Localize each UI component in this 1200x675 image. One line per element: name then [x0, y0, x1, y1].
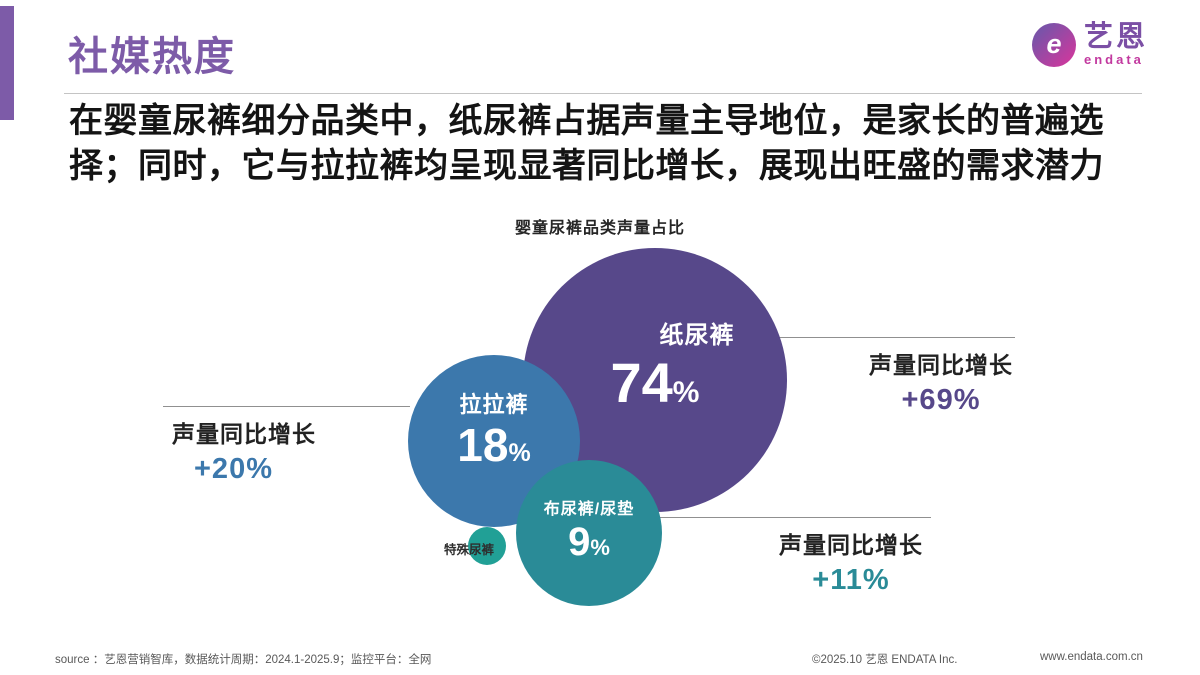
callout-pull-up-pants-value: +20% — [194, 453, 273, 485]
callout-cloth-diaper: 声量同比增长 +11% — [776, 526, 926, 597]
bubble-cloth-diaper: 布尿裤/尿垫 9% — [516, 460, 662, 606]
bubble-pull-up-pants-label: 拉拉裤 — [459, 391, 529, 417]
summary-text: 在婴童尿裤细分品类中，纸尿裤占据声量主导地位，是家长的普遍选 择；同时，它与拉拉… — [69, 99, 1104, 189]
callout-paper-diaper-value: +69% — [901, 384, 981, 416]
bubble-pull-up-pants-value: 18% — [457, 421, 530, 469]
endata-logo-icon: e — [1031, 22, 1076, 67]
callout-cloth-diaper-label: 声量同比增长 — [779, 532, 923, 558]
logo-text: 艺恩 endata — [1083, 21, 1148, 68]
chart-title: 婴童尿裤品类声量占比 — [514, 220, 685, 237]
summary-line-2: 择；同时，它与拉拉裤均呈现显著同比增长，展现出旺盛的需求潜力 — [69, 147, 1104, 185]
bubble-paper-diaper: 纸尿裤 74% — [523, 248, 787, 512]
bubble-paper-diaper-unit: % — [672, 376, 700, 410]
callout-line-paper-diaper — [775, 337, 1015, 338]
logo-name: 艺恩 — [1083, 21, 1148, 53]
bubble-special-diaper-label: 特殊尿裤 — [444, 543, 495, 557]
endata-logo: e 艺恩 endata — [1031, 21, 1148, 68]
callout-cloth-diaper-value: +11% — [812, 564, 890, 596]
callout-paper-diaper: 声量同比增长 +69% — [866, 346, 1016, 417]
footer-copyright: ©2025.10 艺恩 ENDATA Inc. — [812, 654, 958, 666]
bubble-pull-up-pants-unit: % — [508, 438, 531, 467]
bubble-cloth-diaper-number: 9 — [568, 520, 591, 564]
bubble-cloth-diaper-unit: % — [590, 535, 610, 560]
callout-line-pull-up — [163, 406, 410, 407]
bubble-cloth-diaper-label: 布尿裤/尿垫 — [543, 501, 635, 518]
footer-website: www.endata.com.cn — [1040, 651, 1143, 663]
bubble-paper-diaper-number: 74 — [610, 351, 673, 415]
accent-bar — [0, 6, 14, 120]
callout-pull-up-pants-label: 声量同比增长 — [172, 421, 316, 447]
bubble-pull-up-pants-number: 18 — [457, 418, 509, 471]
bubble-special-diaper — [468, 527, 506, 565]
bubble-cloth-diaper-value: 9% — [568, 521, 610, 563]
page-title: 社媒热度 — [68, 35, 236, 79]
bubble-paper-diaper-label: 纸尿裤 — [659, 322, 735, 350]
summary-line-1: 在婴童尿裤细分品类中，纸尿裤占据声量主导地位，是家长的普遍选 — [69, 102, 1104, 140]
logo-subtitle: endata — [1083, 52, 1144, 68]
callout-pull-up-pants: 声量同比增长 +20% — [172, 415, 316, 486]
callout-paper-diaper-label: 声量同比增长 — [869, 352, 1013, 378]
header-divider — [64, 93, 1142, 94]
footer-source: source ：艺恩营销智库，数据统计周期：2024.1-2025.9；监控平台… — [55, 654, 432, 666]
callout-line-cloth-diaper — [659, 517, 931, 518]
bubble-paper-diaper-value: 74% — [610, 351, 700, 415]
